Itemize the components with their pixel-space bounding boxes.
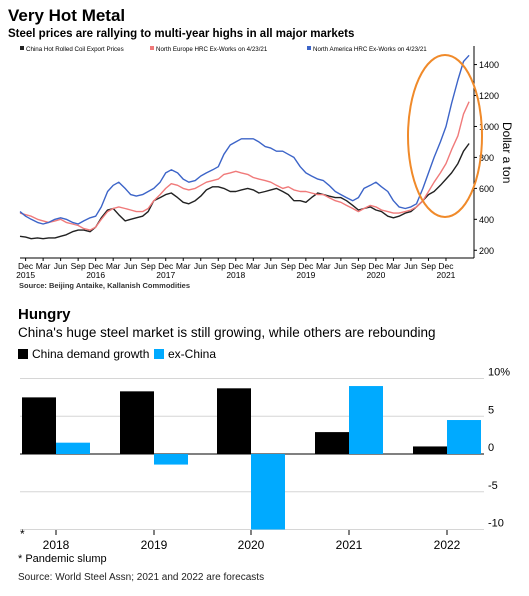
chart1-x-tick-label: Dec: [228, 261, 244, 271]
legend-china-demand: China demand growth: [18, 347, 149, 361]
chart2-bar-ex-china: [56, 442, 90, 454]
chart1-x-year-label: 2016: [86, 270, 105, 280]
chart2-bar-china: [413, 446, 447, 454]
chart1-source: Source: Beijing Antaike, Kallanish Commo…: [19, 281, 191, 290]
chart1-y-tick-label: 1200: [479, 91, 499, 101]
chart1-legend-label: North Europe HRC Ex-Works on 4/23/21: [156, 46, 268, 53]
chart1-x-tick-label: Mar: [316, 261, 331, 271]
chart1-legend-swatch: [150, 46, 154, 50]
chart1-x-tick-label: Sep: [421, 261, 436, 271]
chart2-source: Source: World Steel Assn; 2021 and 2022 …: [18, 572, 265, 583]
chart1-y-title: Dollar a ton: [500, 122, 514, 183]
chart1-plot: China Hot Rolled Coil Export Prices North…: [16, 46, 514, 280]
chart2-bar-china: [217, 388, 251, 454]
chart1-x-tick-label: Sep: [281, 261, 296, 271]
chart2-x-tick-label: 2018: [43, 538, 70, 552]
highlight-ellipse: [407, 54, 483, 218]
chart1-x-tick-label: Jun: [264, 261, 278, 271]
chart1-legend-label: China Hot Rolled Coil Export Prices: [26, 46, 124, 53]
chart1-legend-swatch: [307, 46, 311, 50]
chart1-x-year-label: 2015: [16, 270, 35, 280]
legend-swatch-ex-china: [154, 349, 164, 359]
chart2-bar-ex-china: [447, 420, 481, 454]
chart2-bar-china: [120, 391, 154, 454]
chart1-x-tick-label: Mar: [176, 261, 191, 271]
chart2-title: Hungry: [18, 306, 71, 323]
chart2-bar-ex-china: [154, 454, 188, 465]
chart1-lines: [19, 54, 470, 240]
chart1-x-tick-label: Dec: [88, 261, 104, 271]
chart2-y-tick-label: 10%: [488, 367, 510, 379]
chart1-y-tick-label: 400: [479, 215, 494, 225]
chart2-subtitle: China's huge steel market is still growi…: [18, 325, 436, 340]
chart1-x-tick-label: Dec: [438, 261, 454, 271]
chart1-y-tick-label: 1000: [479, 122, 499, 132]
chart1-x-tick-label: Sep: [351, 261, 366, 271]
chart2-footnote: * Pandemic slump: [18, 553, 107, 565]
chart1-x-tick-label: Mar: [386, 261, 401, 271]
chart1-x-tick-label: Mar: [106, 261, 121, 271]
chart2-y-tick-label: 5: [488, 404, 494, 416]
chart1-x-tick-label: Dec: [298, 261, 314, 271]
chart1-y-tick-label: 200: [479, 246, 494, 256]
chart1-x-year-label: 2019: [296, 270, 315, 280]
chart2-bars: [22, 386, 481, 530]
legend-swatch-china: [18, 349, 28, 359]
chart1-x-tick-label: Sep: [71, 261, 86, 271]
chart1-y-tick-label: 1400: [479, 60, 499, 70]
chart1-y-tick-label: 600: [479, 184, 494, 194]
chart1-x-tick-label: Dec: [368, 261, 384, 271]
chart2-x-tick-label: 2019: [141, 538, 168, 552]
chart1-x-year-label: 2017: [156, 270, 175, 280]
chart2-x-tick-label: 2021: [336, 538, 363, 552]
legend-ex-china: ex-China: [154, 347, 216, 361]
chart2-y-tick-label: -10: [488, 518, 504, 530]
chart2-y-tick-label: -5: [488, 480, 498, 492]
chart2-bar-ex-china: [349, 386, 383, 454]
chart2-x-tick-label: 2020: [238, 538, 265, 552]
chart1-legend-label: North America HRC Ex-Works on 4/23/21: [313, 46, 427, 53]
chart1-legend: China Hot Rolled Coil Export Prices North…: [20, 46, 427, 53]
chart1-x-tick-label: Jun: [54, 261, 68, 271]
chart1-legend-swatch: [20, 46, 24, 50]
chart1-title: Very Hot Metal: [8, 6, 126, 25]
chart1-subtitle: Steel prices are rallying to multi-year …: [8, 28, 355, 40]
legend-label-china: China demand growth: [32, 347, 150, 361]
chart1-x-tick-label: Mar: [36, 261, 51, 271]
chart2-y-tick-label: 0: [488, 442, 494, 454]
chart1-x-tick-label: Dec: [18, 261, 34, 271]
pandemic-star: *: [20, 527, 25, 541]
chart1-series-line-2: [19, 54, 470, 225]
chart1-x-tick-label: Sep: [141, 261, 156, 271]
legend-label-ex-china: ex-China: [168, 347, 217, 361]
chart1-x-tick-label: Jun: [124, 261, 138, 271]
chart2-bar-china: [315, 432, 349, 454]
chart1-x-year-label: 2018: [226, 270, 245, 280]
chart1-x-year-label: 2021: [437, 270, 456, 280]
chart1-x-tick-label: Sep: [211, 261, 226, 271]
chart2-labels: 10% 5 0 -5 -10 2018 2019 2020 2021 2022: [43, 367, 511, 553]
chart1-series-line-1: [19, 101, 470, 231]
chart1-x-tick-label: Jun: [334, 261, 348, 271]
chart1-x-tick-label: Jun: [404, 261, 418, 271]
chart1-x-tick-label: Dec: [158, 261, 174, 271]
chart2-bar-ex-china: [251, 454, 285, 530]
chart1-x-tick-label: Mar: [246, 261, 261, 271]
chart1-x-tick-label: Jun: [194, 261, 208, 271]
chart2-x-tick-label: 2022: [434, 538, 461, 552]
chart1-x-year-label: 2020: [366, 270, 385, 280]
chart2-bar-china: [22, 397, 56, 454]
chart1-y-tick-label: 800: [479, 153, 494, 163]
